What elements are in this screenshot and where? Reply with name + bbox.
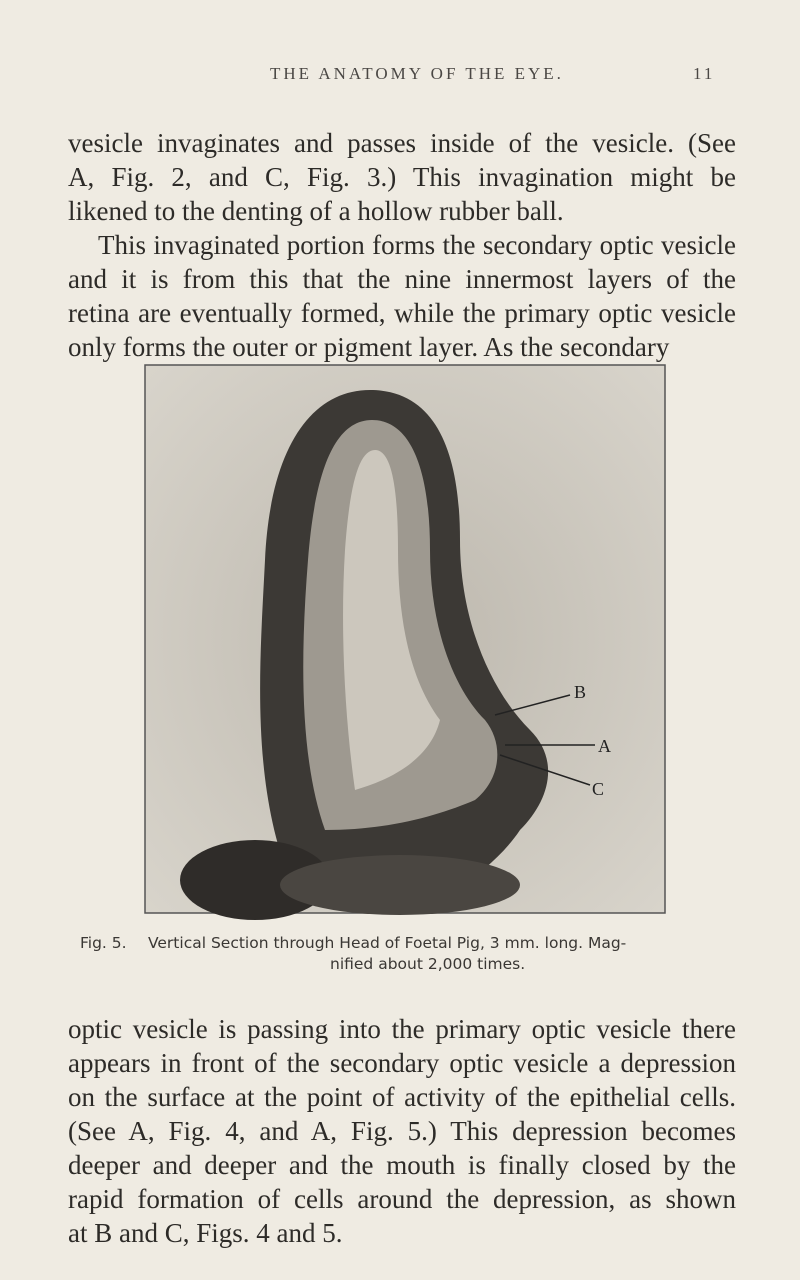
text-line: appears in front of the secondary optic … [68,1048,736,1078]
figure-label: A [598,736,611,756]
figure-label: B [574,682,586,702]
lower-mass [180,840,330,920]
text-line: vesicle invaginates and passes inside of… [68,128,736,158]
text-line: deeper and deeper and the mouth is final… [68,1150,736,1180]
text-line: retina are eventually formed, while the … [68,298,736,328]
pointer-line [494,694,571,716]
figure: B A C [144,364,666,920]
caption-line: nified about 2,000 times. [330,955,526,973]
header-title: THE ANATOMY OF THE EYE. [270,64,564,83]
text-line: only forms the outer or pigment layer. A… [68,332,670,362]
text-line: optic vesicle is passing into the primar… [68,1014,736,1044]
text-line: likened to the denting of a hollow rubbe… [68,196,564,226]
text-line: (See A, Fig. 4, and A, Fig. 5.) This dep… [68,1116,736,1146]
text-line: This invaginated portion forms the secon… [98,230,736,260]
caption-number: Fig. 5. [80,934,127,952]
page-number: 11 [693,64,716,83]
pointer-line [499,754,591,786]
text-line: rapid formation of cells around the depr… [68,1184,736,1214]
caption-line: Vertical Section through Head of Foetal … [148,934,627,952]
text-line: on the surface at the point of activity … [68,1082,736,1112]
figure-label: C [592,779,604,799]
lower-mass [280,855,520,915]
text-line: and it is from this that the nine innerm… [68,264,736,294]
text-line: A, Fig. 2, and C, Fig. 3.) This invagina… [68,162,736,192]
text-line: at B and C, Figs. 4 and 5. [68,1218,343,1248]
cavity [343,450,440,790]
